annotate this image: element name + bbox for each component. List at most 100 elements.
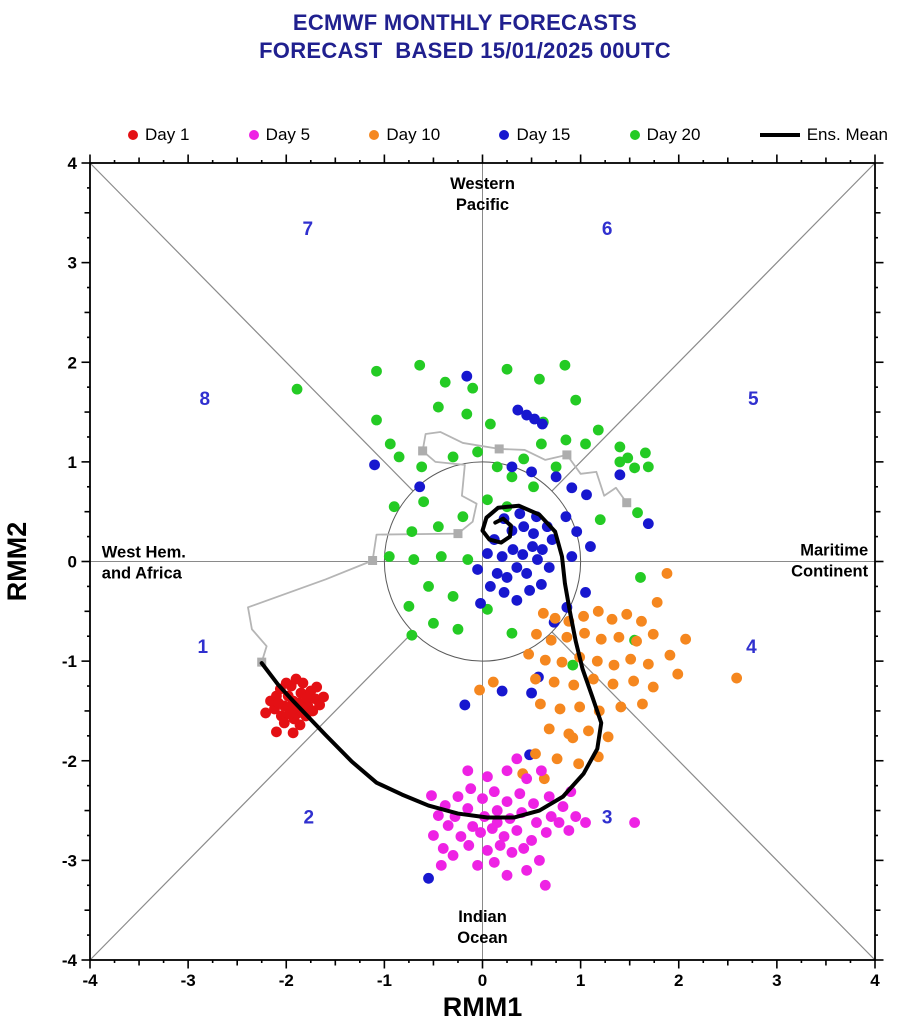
dot-day5	[501, 869, 513, 881]
dot-day5	[534, 854, 545, 866]
dot-day20	[592, 424, 604, 436]
analysis-pentad-square	[622, 498, 632, 508]
dot-day15	[524, 584, 535, 596]
dot-day10	[608, 659, 620, 671]
dot-day5	[482, 845, 493, 856]
x-tick-label: 0	[478, 971, 487, 990]
region-label: Pacific	[456, 196, 509, 214]
analysis-pentad-square	[368, 556, 378, 566]
dot-day10	[613, 631, 625, 643]
dot-day10	[487, 676, 499, 688]
dot-day5	[472, 859, 483, 871]
legend-item-day5: Day 5	[248, 125, 310, 145]
y-tick-label: -4	[62, 951, 78, 970]
dot-day1	[311, 681, 323, 693]
dot-day10	[651, 596, 663, 608]
dot-day5	[501, 796, 513, 807]
dot-day20	[472, 446, 483, 458]
y-tick-label: -3	[62, 851, 77, 870]
dot-day1	[271, 726, 282, 738]
dot-day15	[521, 568, 533, 579]
x-tick-label: -4	[82, 971, 98, 990]
phase-label-4: 4	[746, 637, 757, 658]
dot-day10	[579, 627, 590, 639]
tick-labels: -4 -3 -2 -1 0 1 2 3 4 -4 -3 -2 -1 0 1 2 3 4	[62, 154, 880, 990]
chart-title-line1: ECMWF MONTHLY FORECASTS	[292, 10, 638, 35]
dot-day15	[414, 481, 426, 493]
x-tick-label: 4	[870, 971, 880, 990]
dot-day10	[530, 748, 541, 760]
dot-day20	[452, 623, 464, 635]
dot-day10	[637, 698, 648, 710]
phase-label-3: 3	[602, 808, 613, 829]
dot-day10	[548, 676, 560, 688]
dot-day5	[462, 765, 474, 777]
dot-day20	[461, 408, 473, 420]
dot-day10	[537, 607, 549, 619]
dot-day10	[642, 658, 654, 670]
phase-label-2: 2	[304, 808, 315, 829]
dot-day10	[625, 653, 637, 665]
dot-day20	[462, 554, 474, 565]
dot-day10	[664, 649, 676, 661]
x-tick-label: 3	[772, 971, 781, 990]
dot-day15	[482, 548, 493, 559]
dot-day5	[491, 805, 503, 816]
dot-day15	[614, 469, 626, 481]
dot-day5	[491, 817, 503, 828]
dot-day10	[628, 675, 640, 687]
chart-legend: Day 1 Day 5 Day 10 Day 15 Day 20 Ens. Me…	[128, 122, 888, 148]
ensemble-dots-day5	[426, 753, 640, 891]
dot-day15	[491, 568, 503, 579]
dot-day5	[506, 847, 518, 858]
legend-label-day15: Day 15	[516, 125, 571, 144]
dot-day10	[568, 679, 580, 691]
dot-day20	[388, 501, 400, 513]
dot-day15	[566, 551, 578, 562]
x-tick-label: -1	[377, 971, 392, 990]
dot-day10	[554, 703, 566, 715]
dot-day20	[550, 461, 562, 473]
dot-day10	[636, 615, 647, 627]
dot-day5	[545, 811, 557, 822]
dot-day5	[528, 798, 539, 809]
x-axis-title: RMM1	[443, 992, 523, 1022]
x-tick-label: -2	[279, 971, 294, 990]
dot-day15	[507, 544, 519, 555]
dot-day5	[432, 810, 444, 821]
dot-day20	[614, 441, 626, 453]
dot-day1	[294, 719, 306, 731]
dot-day5	[535, 765, 547, 777]
dot-day10	[680, 633, 692, 645]
dot-day15	[475, 597, 486, 609]
dot-day5	[498, 831, 510, 842]
dot-day15	[535, 579, 547, 590]
dot-day1	[273, 697, 284, 709]
analysis-pentad-square	[494, 444, 504, 454]
dot-day5	[494, 840, 506, 851]
dot-day15	[498, 586, 510, 598]
dot-day20	[393, 451, 405, 463]
dot-day10	[602, 731, 614, 743]
dot-day15	[506, 461, 518, 473]
dot-day10	[523, 648, 535, 660]
dot-day20	[403, 600, 415, 612]
y-axis-title: RMM2	[2, 522, 32, 602]
phase-label-6: 6	[602, 219, 613, 240]
dot-day5	[543, 791, 555, 803]
dot-day20	[528, 481, 539, 493]
analysis-pentad-square	[418, 446, 428, 456]
dot-day20	[629, 462, 640, 474]
dot-day20	[432, 521, 444, 533]
dot-day5	[452, 791, 464, 803]
dot-day10	[607, 678, 619, 690]
dot-day1	[278, 717, 290, 729]
dot-day5	[482, 771, 493, 783]
legend-label-day1: Day 1	[145, 125, 190, 144]
dot-day15	[642, 518, 654, 530]
dot-day5	[426, 790, 437, 802]
dot-day5	[462, 803, 474, 814]
dot-day5	[475, 827, 486, 838]
y-tick-label: 2	[68, 353, 77, 372]
dot-day15	[514, 508, 526, 520]
